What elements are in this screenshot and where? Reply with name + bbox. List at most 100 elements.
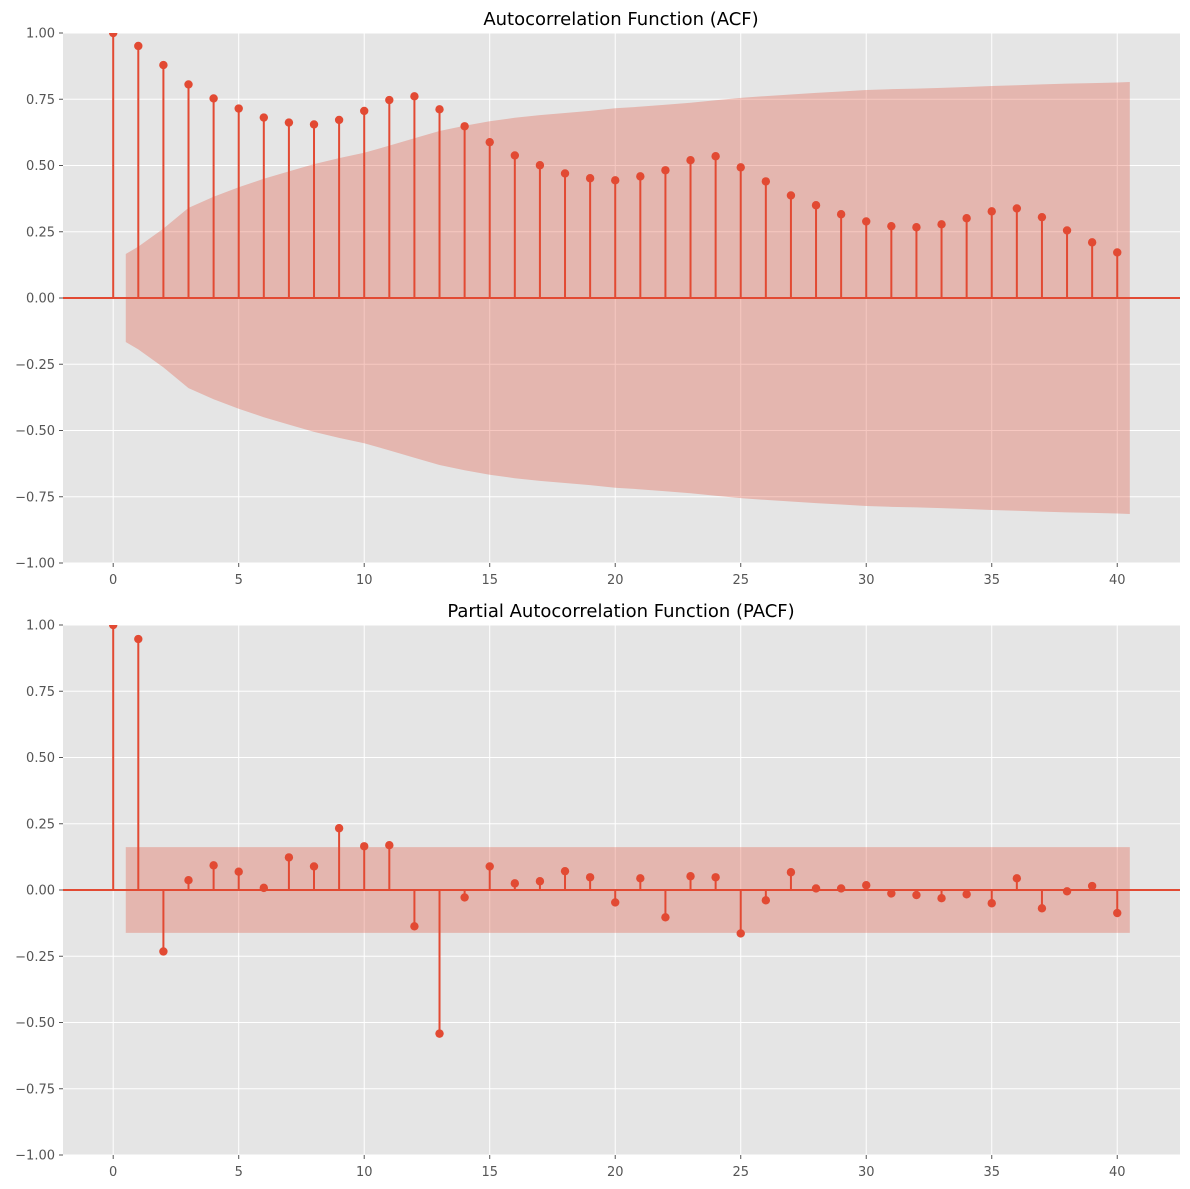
pacf-marker-lag-25 [736,929,745,938]
acf-xtick-label: 30 [858,573,875,588]
pacf-marker-lag-32 [912,890,921,900]
acf-marker-lag-16 [510,151,520,160]
pacf-title: Partial Autocorrelation Function (PACF) [447,601,794,622]
pacf-ytick-label: −0.25 [15,950,55,965]
acf-marker-lag-12 [410,92,419,101]
acf-marker-lag-7 [284,118,294,127]
acf-marker-lag-17 [535,161,545,170]
pacf-marker-lag-2 [159,947,168,956]
pacf-marker-lag-12 [410,922,419,931]
pacf-marker-lag-14 [460,893,469,902]
acf-marker-lag-8 [309,120,319,129]
pacf-xtick-label: 40 [1109,1165,1126,1180]
acf-xtick-label: 20 [607,573,624,588]
acf-ytick-label: −0.50 [15,424,55,439]
acf-marker-lag-26 [761,177,771,186]
acf-marker-lag-0 [109,33,118,38]
pacf-marker-lag-4 [209,861,218,870]
pacf-marker-lag-30 [862,881,871,890]
acf-marker-lag-19 [585,174,595,183]
pacf-marker-lag-15 [485,862,494,871]
acf-marker-lag-25 [736,163,745,172]
acf-marker-lag-33 [937,220,946,229]
pacf-ytick-label: 0.75 [26,685,55,700]
acf-marker-lag-13 [435,105,444,114]
pacf-marker-lag-39 [1087,881,1097,891]
acf-marker-lag-37 [1037,212,1047,222]
pacf-marker-lag-16 [510,879,520,888]
acf-marker-lag-18 [560,169,570,178]
acf-xtick-label: 15 [481,573,498,588]
acf-marker-lag-5 [234,104,243,113]
pacf-marker-lag-37 [1037,904,1047,913]
acf-marker-lag-35 [987,207,996,216]
acf-marker-lag-40 [1113,248,1122,257]
pacf-marker-lag-20 [611,898,620,907]
pacf-marker-lag-1 [134,634,143,644]
pacf-ytick-label: −1.00 [15,1149,55,1164]
pacf-marker-lag-6 [259,883,269,893]
acf-marker-lag-4 [209,94,218,103]
pacf-marker-lag-11 [385,841,394,850]
acf-stems [109,33,1122,298]
pacf-marker-lag-19 [585,873,595,882]
acf-ytick-label: 0.50 [26,159,55,174]
pacf-marker-lag-27 [786,868,796,877]
acf-marker-lag-23 [686,156,695,165]
pacf-ytick-label: 0.25 [26,817,55,832]
pacf-marker-lag-36 [1012,874,1022,883]
acf-xtick-label: 10 [356,573,373,588]
acf-title: Autocorrelation Function (ACF) [483,9,758,30]
pacf-marker-lag-33 [937,894,946,903]
acf-ytick-label: 0.25 [26,225,55,240]
pacf-marker-lag-7 [284,853,294,862]
acf-marker-lag-34 [962,214,971,223]
acf-xtick-label: 5 [235,573,243,588]
pacf-ytick-label: 1.00 [26,619,55,634]
acf-marker-lag-36 [1012,204,1022,213]
pacf-xtick-label: 35 [983,1165,1000,1180]
acf-xtick-label: 0 [109,573,117,588]
acf-panel: 0 5 10 15 20 25 30 35 40 −1.00 −0.75 −0.50 −0.25 0.00… [15,9,1180,588]
pacf-marker-lag-9 [334,824,344,833]
acf-marker-lag-6 [259,113,269,122]
pacf-ticks: 0 5 10 15 20 25 30 35 40 −1.00 −0.75 −0.50 −0.25 0.00… [15,619,1125,1181]
acf-xtick-label: 35 [983,573,1000,588]
acf-marker-lag-24 [711,152,720,161]
pacf-marker-lag-23 [686,872,695,881]
acf-marker-lag-1 [134,41,143,51]
pacf-marker-lag-0 [109,625,118,630]
pacf-marker-lag-38 [1062,887,1072,896]
pacf-xtick-label: 15 [481,1165,498,1180]
acf-marker-lag-28 [811,201,821,210]
acf-ytick-label: −1.00 [15,557,55,572]
pacf-marker-lag-5 [234,867,243,876]
acf-marker-lag-21 [636,172,645,181]
acf-marker-lag-15 [485,137,494,147]
pacf-ytick-label: −0.75 [15,1082,55,1097]
pacf-marker-lag-10 [360,842,369,851]
pacf-xtick-label: 25 [732,1165,749,1180]
pacf-marker-lag-28 [811,884,821,893]
pacf-marker-lag-34 [962,890,971,899]
acf-ytick-label: 1.00 [26,27,55,42]
acf-marker-lag-27 [786,191,796,200]
pacf-marker-lag-13 [435,1029,444,1038]
pacf-marker-lag-8 [309,862,319,871]
acf-ticks: 0 5 10 15 20 25 30 35 40 −1.00 −0.75 −0.50 −0.25 0.00… [15,27,1125,589]
pacf-ytick-label: 0.00 [26,884,55,899]
pacf-marker-lag-22 [661,913,670,922]
pacf-ytick-label: −0.50 [15,1016,55,1031]
acf-marker-lag-32 [912,223,921,232]
pacf-marker-lag-21 [636,874,645,883]
acf-ytick-label: −0.75 [15,490,55,505]
acf-marker-lag-29 [836,210,846,219]
acf-marker-lag-10 [360,106,369,116]
acf-marker-lag-30 [862,217,871,226]
pacf-marker-lag-17 [535,877,545,886]
pacf-marker-lag-24 [711,873,720,882]
pacf-xtick-label: 5 [235,1165,243,1180]
pacf-marker-lag-40 [1113,908,1122,918]
pacf-marker-lag-18 [560,866,570,876]
